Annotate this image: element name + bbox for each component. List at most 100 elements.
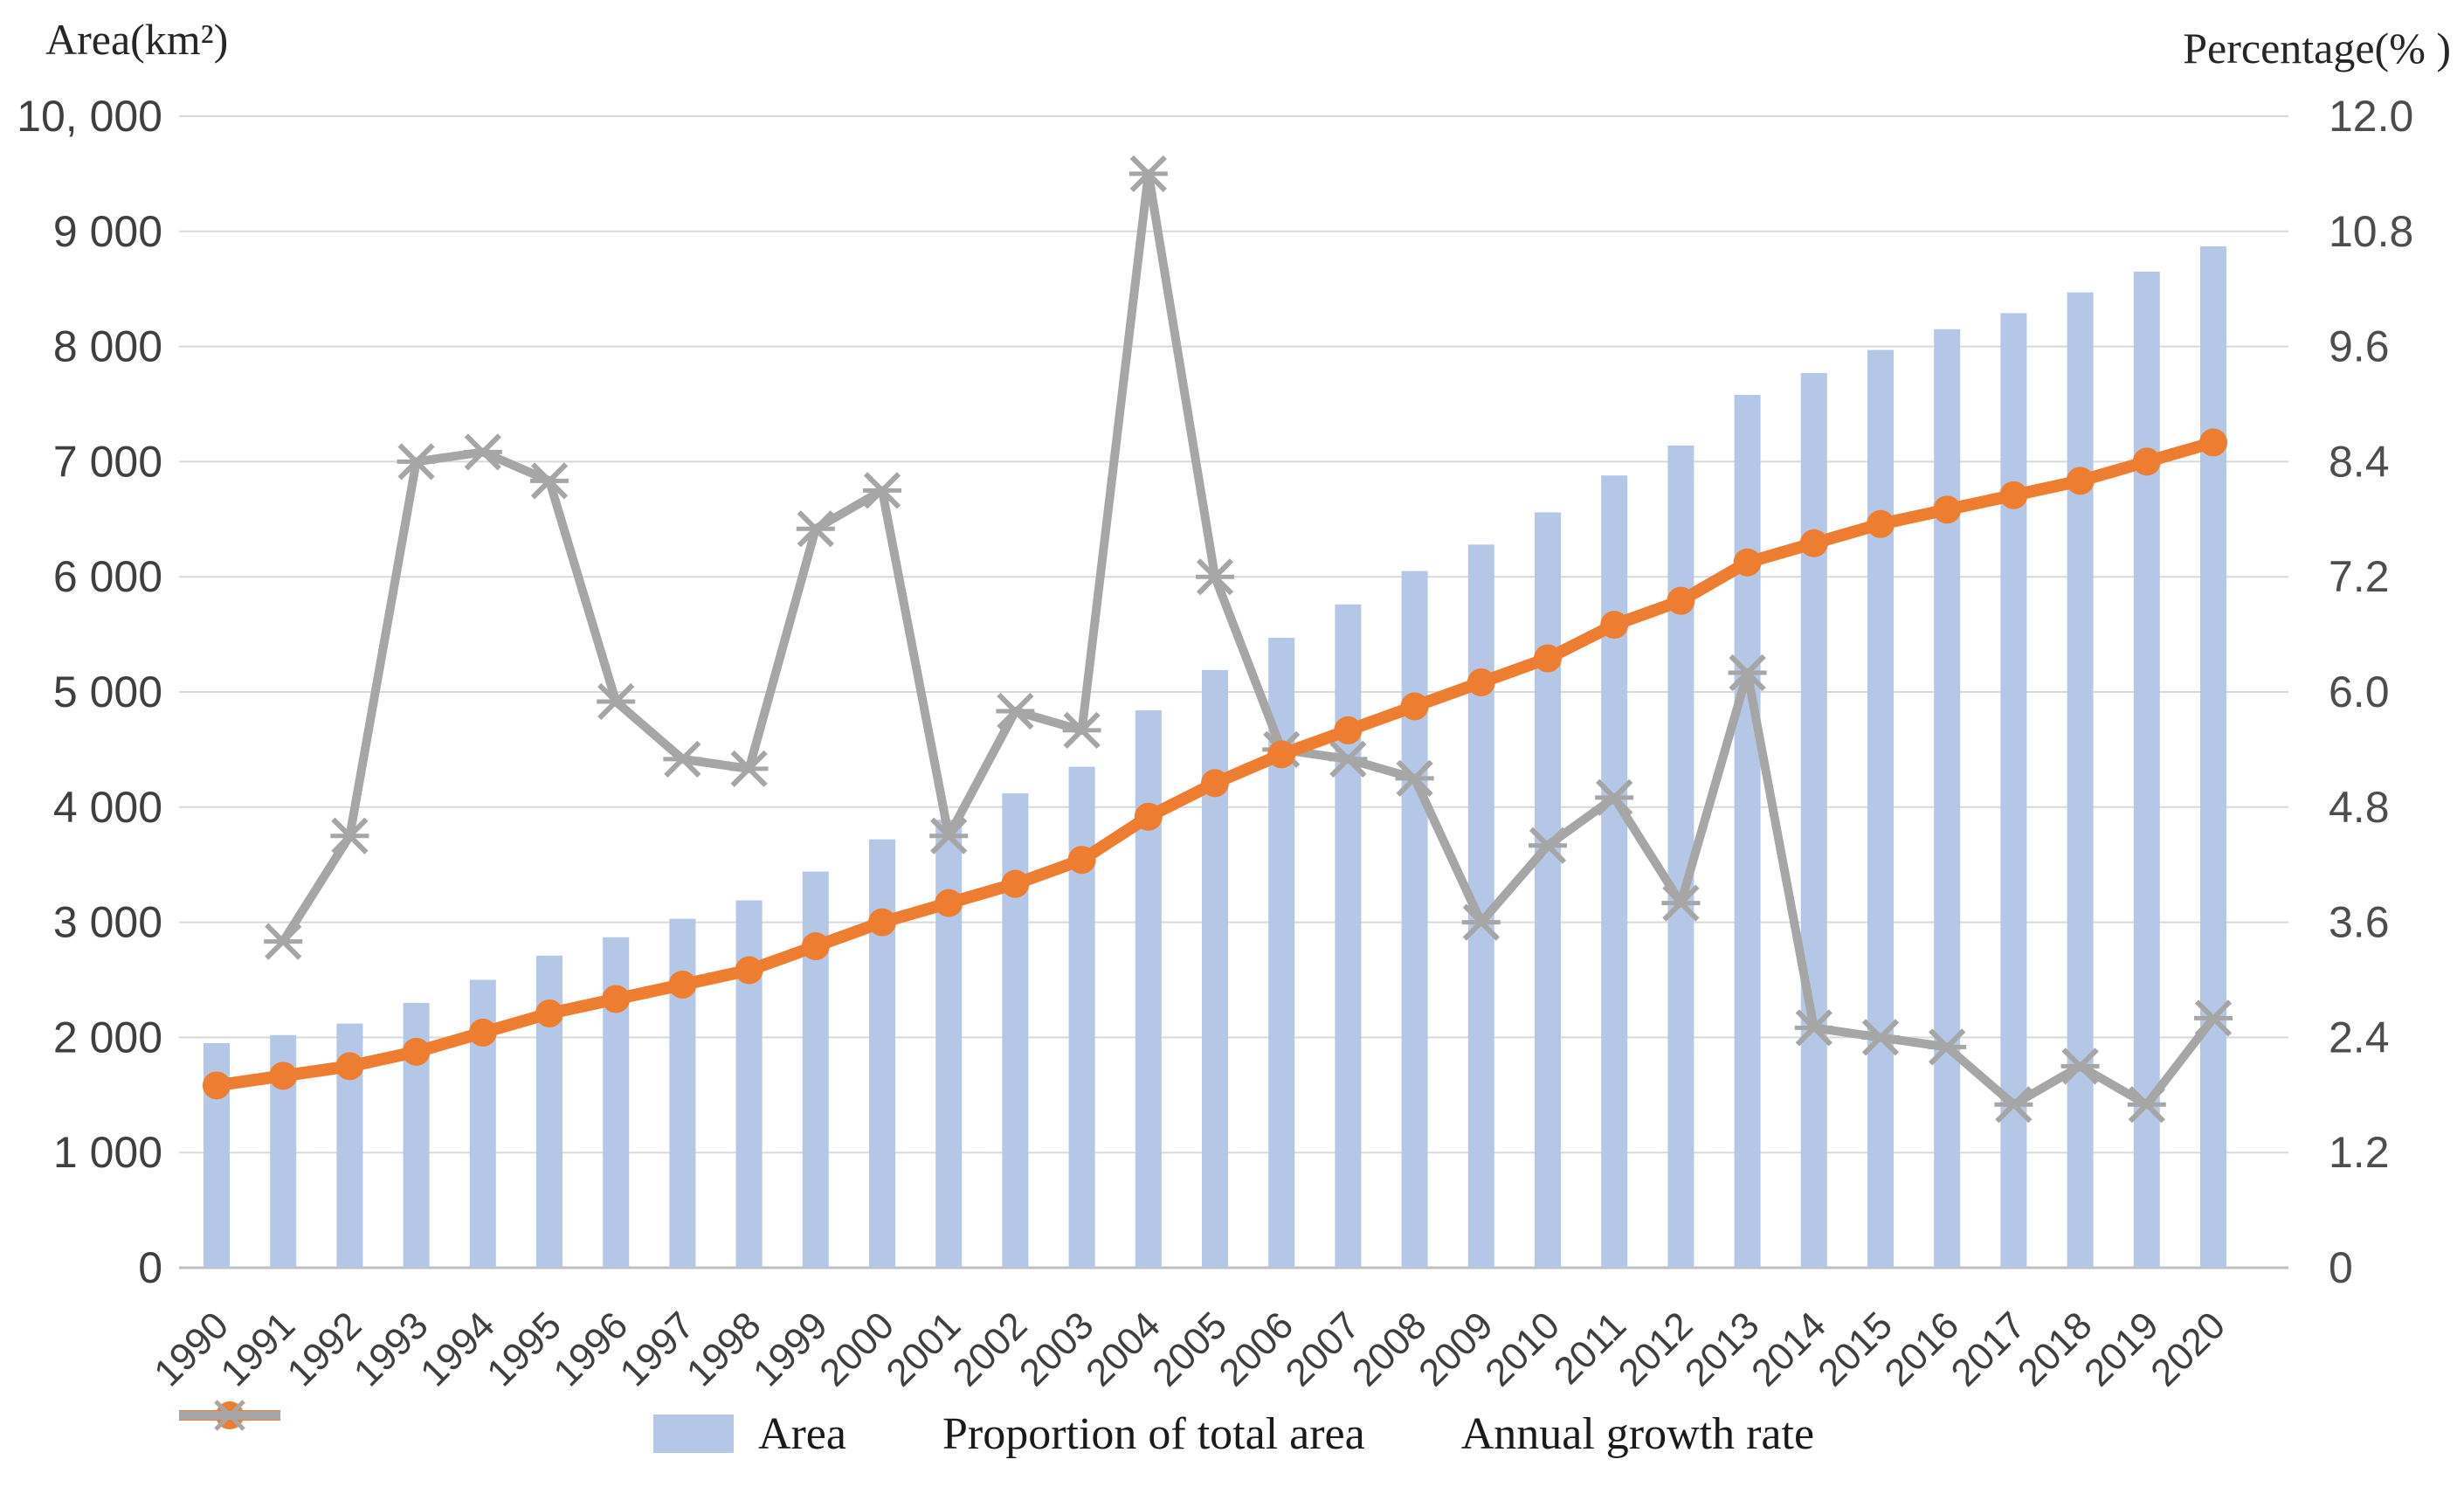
right-tick-label-9.6: 9.6 — [2329, 322, 2390, 371]
proportion-dot-1998 — [735, 956, 763, 985]
proportion-dot-2007 — [1334, 716, 1363, 744]
area-bars-layer — [204, 246, 2226, 1269]
proportion-dot-2012 — [1667, 586, 1695, 615]
bar-2015 — [1867, 349, 1894, 1269]
bar-2014 — [1800, 372, 1827, 1268]
proportion-dot-2000 — [868, 908, 896, 937]
growth-marker-2017 — [1994, 1086, 2033, 1124]
proportion-dot-1994 — [468, 1018, 497, 1047]
year-label-2005: 2005 — [1144, 1304, 1235, 1394]
left-tick-label-10000: 10, 000 — [17, 92, 162, 141]
year-label-2004: 2004 — [1078, 1304, 1169, 1394]
left-axis-title: Area(km²) — [45, 15, 228, 64]
growth-marker-1997 — [663, 740, 702, 778]
growth-marker-1993 — [397, 443, 436, 481]
growth-marker-2012 — [1661, 884, 1701, 922]
year-label-2014: 2014 — [1743, 1304, 1834, 1394]
legend-label-proportion: Proportion of total area — [942, 1408, 1365, 1459]
proportion-dot-2009 — [1467, 668, 1495, 697]
growth-marker-2009 — [1461, 903, 1501, 941]
growth-marker-2002 — [996, 692, 1035, 730]
year-label-1990: 1990 — [146, 1304, 237, 1394]
growth-marker-1992 — [330, 817, 369, 854]
right-tick-label-4.8: 4.8 — [2329, 783, 2390, 832]
proportion-dot-2004 — [1134, 802, 1163, 831]
left-tick-label-5000: 5 000 — [53, 667, 162, 716]
growth-marker-2014 — [1794, 1009, 1833, 1047]
growth-marker-2020 — [2194, 999, 2233, 1037]
bar-1998 — [735, 900, 763, 1268]
year-label-1991: 1991 — [212, 1304, 303, 1394]
year-label-2018: 2018 — [2010, 1304, 2101, 1394]
proportion-line-layer — [203, 428, 2227, 1100]
left-tick-label-3000: 3 000 — [53, 898, 162, 947]
year-label-1993: 1993 — [346, 1304, 437, 1394]
proportion-dot-2011 — [1600, 611, 1629, 640]
growth-marker-2015 — [1861, 1019, 1900, 1056]
bar-2016 — [1934, 329, 1961, 1269]
growth-marker-2007 — [1329, 740, 1368, 778]
growth-marker-2010 — [1529, 827, 1567, 864]
proportion-dot-2003 — [1067, 846, 1096, 875]
legend-item-area: Area — [652, 1408, 846, 1460]
growth-marker-2013 — [1728, 654, 1767, 692]
legend-item-proportion: Proportion of total area — [179, 1401, 1365, 1460]
growth-marker-2004 — [1128, 155, 1168, 193]
legend-label-area: Area — [757, 1408, 846, 1459]
bar-2005 — [1202, 669, 1228, 1268]
growth-marker-2005 — [1196, 558, 1234, 596]
year-label-2013: 2013 — [1677, 1304, 1768, 1394]
bar-2019 — [2133, 271, 2160, 1269]
bar-2007 — [1335, 604, 1362, 1268]
growth-marker-2000 — [863, 472, 901, 509]
proportion-dot-2006 — [1267, 740, 1296, 769]
right-tick-label-0: 0 — [2329, 1243, 2353, 1292]
proportion-dot-1996 — [602, 985, 631, 1013]
year-label-2020: 2020 — [2143, 1304, 2233, 1394]
proportion-dot-2010 — [1534, 644, 1562, 673]
growth-marker-2011 — [1595, 778, 1634, 816]
proportion-dot-2016 — [1933, 495, 1962, 524]
growth-marker-2003 — [1062, 711, 1101, 750]
year-label-1999: 1999 — [745, 1304, 836, 1394]
proportion-dot-2001 — [935, 889, 963, 917]
legend-label-growth: Annual growth rate — [1460, 1408, 1815, 1459]
legend-item-growth: Annual growth rate — [179, 1400, 1815, 1460]
growth-marker-1996 — [597, 682, 636, 721]
right-tick-label-7.2: 7.2 — [2329, 552, 2390, 601]
proportion-dot-2017 — [1999, 481, 2028, 509]
right-tick-label-12.0: 12.0 — [2329, 92, 2413, 141]
right-tick-label-3.6: 3.6 — [2329, 898, 2390, 947]
left-tick-label-1000: 1 000 — [53, 1128, 162, 1177]
growth-marker-1994 — [463, 433, 502, 471]
year-label-2002: 2002 — [945, 1304, 1036, 1394]
proportion-dot-1995 — [535, 999, 563, 1027]
year-label-1995: 1995 — [479, 1304, 569, 1394]
year-label-2000: 2000 — [811, 1304, 902, 1394]
growth-marker-2018 — [2060, 1048, 2100, 1085]
right-tick-label-1.2: 1.2 — [2329, 1128, 2390, 1177]
left-tick-label-7000: 7 000 — [53, 437, 162, 486]
left-tick-label-9000: 9 000 — [53, 207, 162, 256]
bar-2008 — [1401, 571, 1428, 1268]
growth-marker-2019 — [2127, 1086, 2166, 1124]
growth-marker-1999 — [796, 510, 835, 548]
year-label-1998: 1998 — [679, 1304, 770, 1394]
bar-2004 — [1135, 710, 1162, 1268]
proportion-dot-2013 — [1733, 548, 1762, 577]
right-tick-label-2.4: 2.4 — [2329, 1013, 2390, 1062]
proportion-dot-1997 — [668, 970, 697, 999]
year-label-2003: 2003 — [1011, 1304, 1102, 1394]
right-tick-label-8.4: 8.4 — [2329, 437, 2390, 486]
year-label-1994: 1994 — [412, 1304, 503, 1394]
growth-marker-2001 — [929, 817, 969, 854]
proportion-dot-2018 — [2066, 467, 2095, 495]
proportion-dot-2002 — [1001, 869, 1030, 898]
proportion-dot-1990 — [203, 1071, 231, 1100]
proportion-dot-1999 — [801, 932, 830, 961]
growth-marker-1995 — [530, 462, 569, 500]
year-label-2012: 2012 — [1611, 1304, 1701, 1394]
proportion-dot-1993 — [402, 1037, 431, 1066]
